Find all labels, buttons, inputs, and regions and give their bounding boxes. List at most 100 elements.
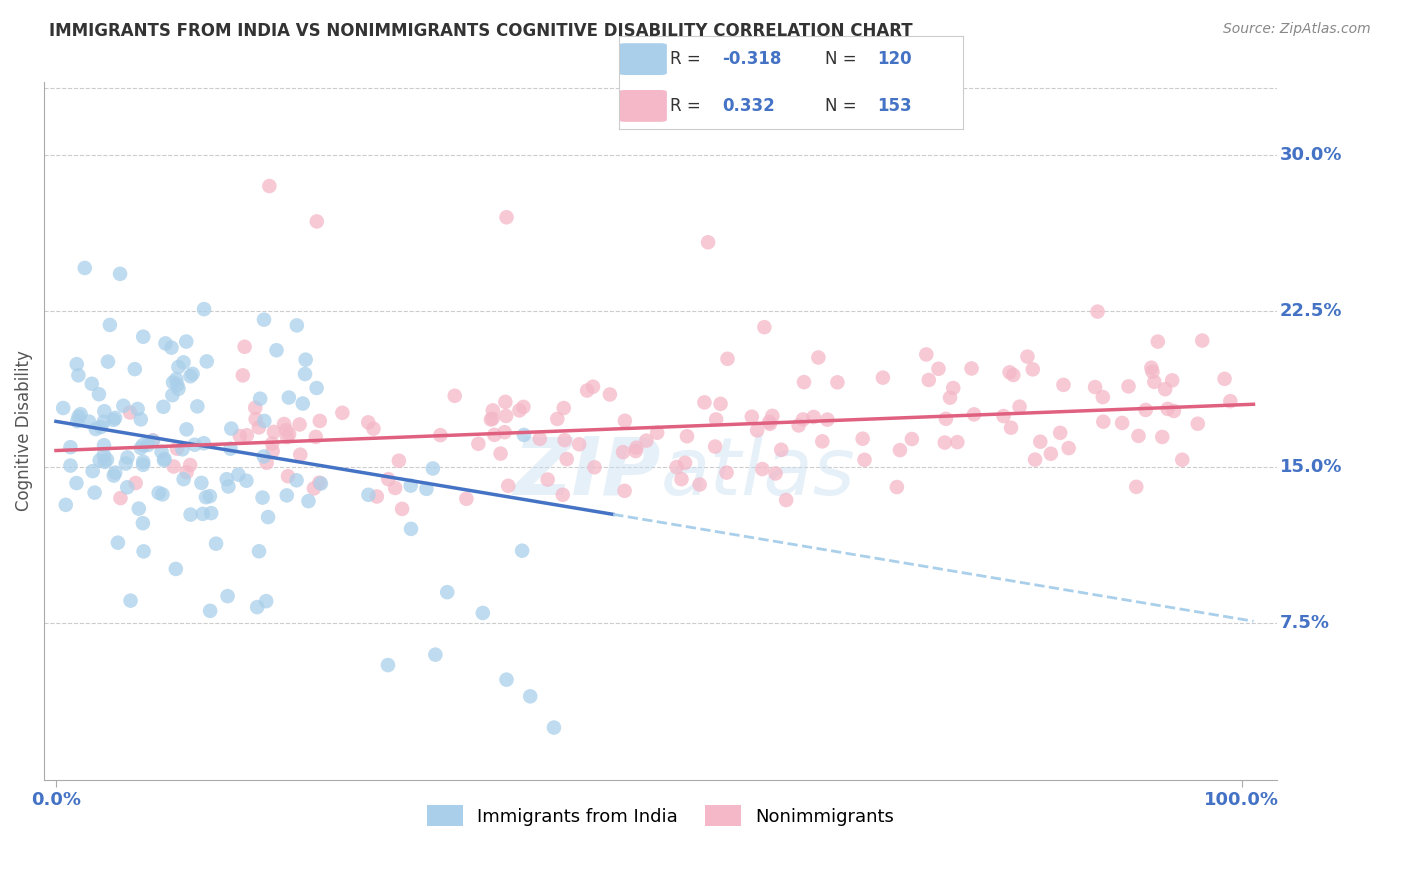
Point <box>117 450 139 465</box>
Point <box>366 490 388 504</box>
Point <box>357 488 380 502</box>
Point <box>495 211 517 225</box>
Point <box>852 432 875 446</box>
Point <box>305 430 328 444</box>
Point <box>179 458 201 472</box>
Point <box>150 444 173 458</box>
Point <box>512 400 534 414</box>
Point <box>429 428 451 442</box>
Point <box>1087 304 1109 318</box>
Point <box>153 453 176 467</box>
Point <box>636 434 658 448</box>
Point <box>103 413 125 427</box>
Point <box>277 469 299 483</box>
Point <box>254 594 277 608</box>
Point <box>1049 425 1071 440</box>
Point <box>471 606 494 620</box>
Point <box>775 493 797 508</box>
Point <box>245 401 267 415</box>
Point <box>1118 379 1140 393</box>
Point <box>960 361 983 376</box>
Point <box>568 437 591 451</box>
Text: Source: ZipAtlas.com: Source: ZipAtlas.com <box>1223 22 1371 37</box>
Point <box>671 472 693 486</box>
Point <box>934 435 956 450</box>
Point <box>253 312 276 326</box>
Point <box>198 604 221 618</box>
Text: 30.0%: 30.0% <box>1279 145 1343 164</box>
Text: N =: N = <box>825 50 862 68</box>
Text: 153: 153 <box>877 97 911 115</box>
Point <box>1154 382 1177 396</box>
Point <box>87 387 110 401</box>
Point <box>553 401 575 415</box>
Point <box>59 458 82 473</box>
Point <box>96 452 118 467</box>
Point <box>155 336 177 351</box>
Point <box>69 407 91 421</box>
Point <box>582 380 605 394</box>
Point <box>391 501 413 516</box>
Point <box>939 391 962 405</box>
Point <box>901 432 924 446</box>
Point <box>124 476 146 491</box>
Point <box>388 453 411 467</box>
Point <box>935 411 957 425</box>
Point <box>124 362 146 376</box>
Point <box>422 461 444 475</box>
Point <box>67 409 90 424</box>
Point <box>127 402 149 417</box>
Point <box>221 421 243 435</box>
Point <box>198 489 221 503</box>
Point <box>83 485 105 500</box>
Point <box>1084 380 1107 394</box>
Point <box>482 403 505 417</box>
Point <box>927 361 949 376</box>
Point <box>104 466 127 480</box>
Point <box>229 429 252 443</box>
Point <box>193 302 215 317</box>
Point <box>193 436 215 450</box>
Point <box>1024 452 1046 467</box>
Point <box>73 260 96 275</box>
Point <box>1146 334 1168 349</box>
Point <box>274 423 297 437</box>
Point <box>215 472 238 486</box>
Point <box>1008 400 1031 414</box>
Point <box>166 442 188 456</box>
Point <box>142 434 165 448</box>
Point <box>1000 420 1022 434</box>
Point <box>704 440 727 454</box>
Point <box>262 436 284 450</box>
Point <box>294 367 316 381</box>
Point <box>256 456 278 470</box>
Point <box>479 412 502 426</box>
Point <box>302 482 325 496</box>
Point <box>998 365 1021 379</box>
Point <box>166 377 188 392</box>
Point <box>288 417 311 432</box>
Point <box>697 235 720 250</box>
Point <box>84 422 107 436</box>
Text: 15.0%: 15.0% <box>1279 458 1343 476</box>
Point <box>1157 401 1180 416</box>
Point <box>93 438 115 452</box>
Point <box>613 483 636 498</box>
Point <box>384 481 406 495</box>
Text: 22.5%: 22.5% <box>1279 302 1343 320</box>
Point <box>52 401 75 415</box>
Point <box>751 462 773 476</box>
Point <box>132 458 155 472</box>
Point <box>537 473 560 487</box>
Point <box>257 510 280 524</box>
Point <box>276 488 298 502</box>
Point <box>807 351 830 365</box>
Point <box>129 441 152 455</box>
Point <box>787 418 810 433</box>
Point <box>247 420 270 434</box>
Point <box>291 396 314 410</box>
Text: R =: R = <box>671 97 706 115</box>
Point <box>112 399 135 413</box>
Point <box>103 468 125 483</box>
Point <box>132 544 155 558</box>
